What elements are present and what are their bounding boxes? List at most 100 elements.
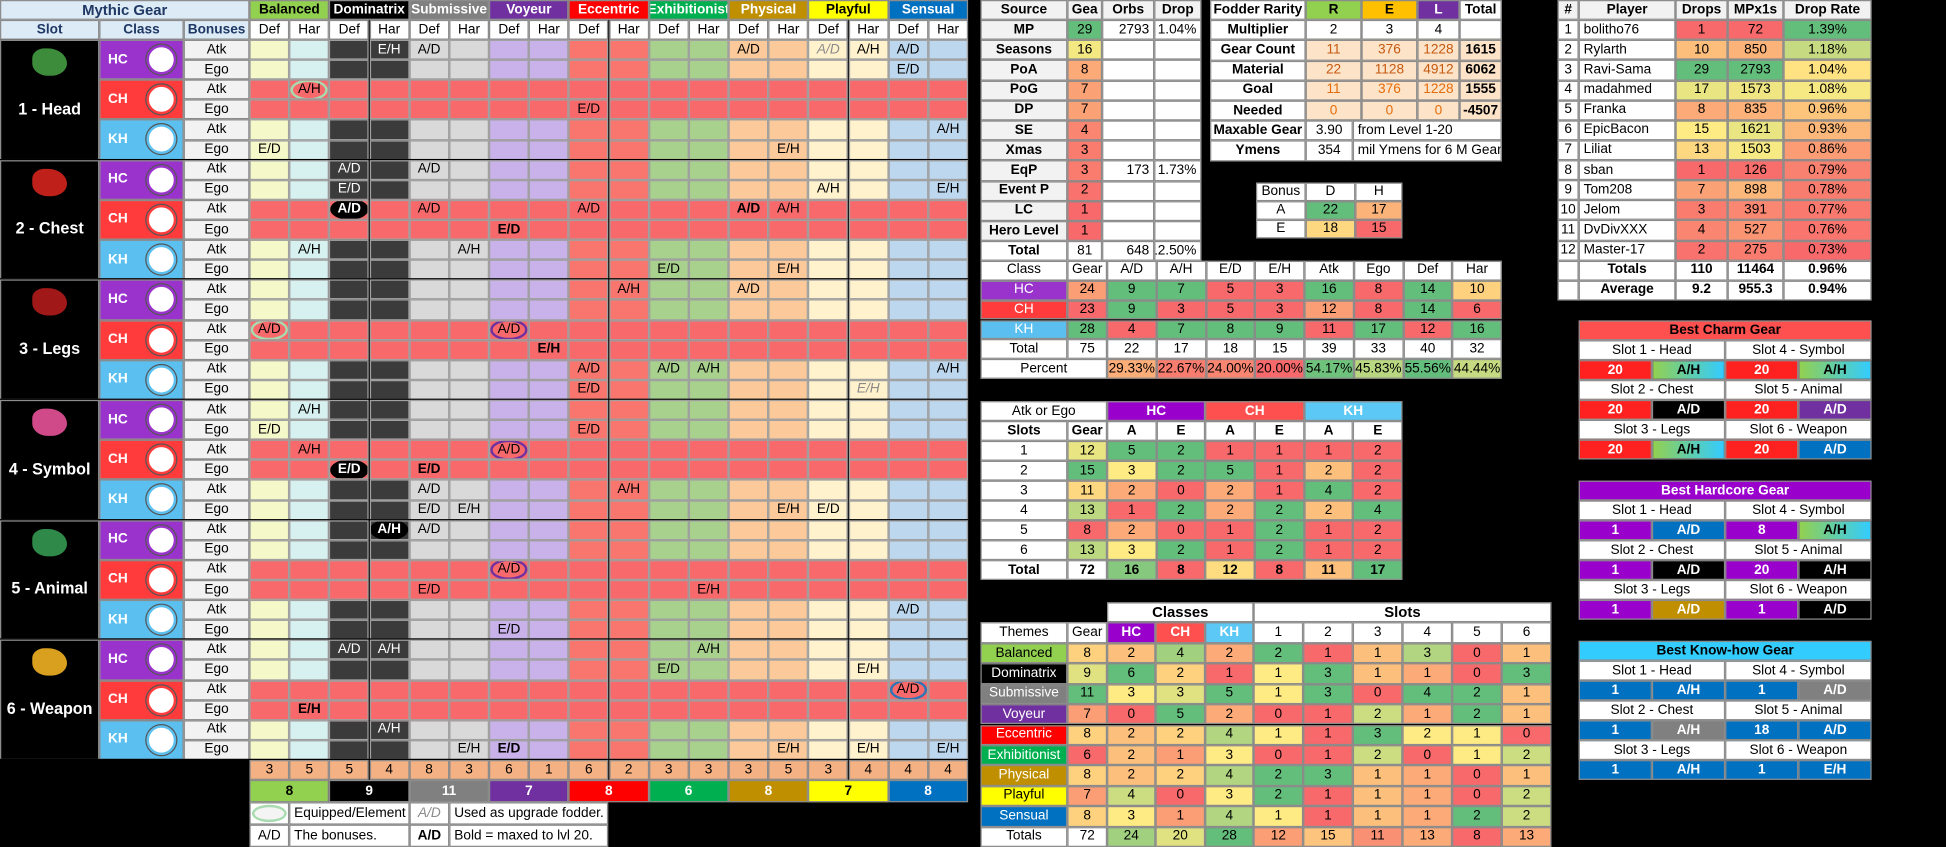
bonus-cell: E <box>1255 219 1306 239</box>
theme-total: 8 <box>888 779 969 803</box>
group-header: CH <box>1205 401 1304 422</box>
gear-cell <box>449 299 489 320</box>
player-cell: bolitho76 <box>1578 20 1676 41</box>
source-total: 81 <box>1067 241 1103 262</box>
bonus-entry: E/D <box>577 101 601 117</box>
gear-cell <box>449 319 489 340</box>
class-cell: CH <box>980 300 1068 320</box>
gear-cell <box>488 599 529 620</box>
gear-cell <box>488 639 529 660</box>
gear-cell <box>249 39 290 60</box>
gear-cell <box>568 559 609 580</box>
sub-header: Def <box>488 19 529 40</box>
panel-slot: Slot 1 - Head <box>1578 500 1726 521</box>
gear-cell: A/H <box>369 639 410 660</box>
count-cell: 5 <box>768 760 809 780</box>
theme-header: Dominatrix <box>329 0 410 20</box>
gear-cell <box>249 119 290 140</box>
fodder-cell: 1555 <box>1459 80 1502 101</box>
player-cell: 1621 <box>1727 120 1784 141</box>
gear-cell <box>409 679 450 701</box>
theme-cell: Submissive <box>980 683 1068 705</box>
gear-cell <box>289 579 330 600</box>
gear-cell <box>488 499 529 520</box>
theme-cell: 4 <box>1155 643 1206 664</box>
fodder-cell: 3 <box>1361 20 1418 41</box>
gear-cell <box>648 119 689 140</box>
gear-cell <box>688 519 729 540</box>
count-cell: 3 <box>449 760 489 780</box>
gear-cell <box>928 459 969 480</box>
atk-ego-cell: 1 <box>1303 520 1354 541</box>
gear-cell: A/H <box>289 239 330 260</box>
gear-cell <box>329 439 370 460</box>
gear-cell <box>928 139 969 160</box>
gear-cell: E/D <box>329 179 370 200</box>
bonus-label: Atk <box>183 279 250 300</box>
bonus-label: Atk <box>183 79 250 100</box>
theme-total: 8 <box>1452 826 1502 847</box>
bonus-entry: A/H <box>697 641 720 657</box>
bonus-label: Atk <box>183 199 250 220</box>
gear-cell <box>369 299 410 320</box>
percent-cell: 54.17% <box>1304 359 1354 379</box>
panel-bonus: E/H <box>1798 760 1872 780</box>
gear-cell <box>808 319 849 340</box>
gear-cell <box>249 359 290 380</box>
fodder-cell: Material <box>1210 60 1306 81</box>
gear-cell <box>329 499 370 520</box>
gear-cell <box>568 179 609 200</box>
player-summary: 11464 <box>1727 260 1784 281</box>
gear-cell <box>848 459 889 480</box>
gear-cell <box>728 499 769 520</box>
atk-ego-cell: 13 <box>1067 500 1108 521</box>
gear-cell <box>369 679 410 701</box>
gear-cell <box>449 679 489 701</box>
class-total: Total <box>980 339 1068 360</box>
gear-cell <box>608 439 649 460</box>
gear-cell: A/D <box>409 159 450 180</box>
source-cell: 16 <box>1067 39 1103 61</box>
bonus-entry: A/H <box>457 241 481 257</box>
gear-cell <box>728 339 769 360</box>
count-cell: 2 <box>608 760 649 780</box>
gear-cell: A/D <box>409 39 450 60</box>
atk-ego-total: 17 <box>1353 560 1403 580</box>
source-cell <box>1154 80 1202 101</box>
panel-title: Best Hardcore Gear <box>1578 480 1872 501</box>
gear-cell <box>648 700 689 721</box>
gear-cell <box>728 479 769 500</box>
bonus-label: Atk <box>183 559 250 580</box>
sub-header: Har <box>768 19 809 40</box>
legend-key <box>249 802 290 825</box>
sub-header: Har <box>928 19 969 40</box>
column-header: Player <box>1578 0 1676 21</box>
theme-cell: 8 <box>1067 724 1108 746</box>
column-header: 5 <box>1452 622 1502 644</box>
gear-cell <box>928 159 969 180</box>
gear-cell: E/H <box>528 339 569 360</box>
theme-cell: 4 <box>1205 806 1254 827</box>
gear-cell <box>848 219 889 240</box>
gear-cell <box>648 459 689 480</box>
atk-ego-cell: 2 <box>1303 500 1354 521</box>
column-header: A/H <box>1156 260 1206 281</box>
player-cell: 2793 <box>1727 60 1784 81</box>
gear-cell <box>808 79 849 100</box>
player-cell: 1 <box>1557 20 1579 41</box>
gear-cell <box>528 319 569 340</box>
gear-cell: A/D <box>728 199 769 220</box>
class-cell: 9 <box>1255 319 1305 340</box>
gear-cell <box>648 619 689 640</box>
gear-cell: A/D <box>888 599 929 620</box>
class-cell: 8 <box>1205 319 1256 340</box>
gear-cell <box>329 79 370 100</box>
bonus-entry: E/H <box>856 661 880 677</box>
theme-header: Physical <box>728 0 809 20</box>
gear-cell <box>409 539 450 560</box>
player-cell: 391 <box>1727 200 1784 221</box>
gear-cell <box>728 659 769 680</box>
gear-cell <box>528 539 569 560</box>
bonus-label: Ego <box>183 740 250 761</box>
gear-cell <box>249 619 290 640</box>
